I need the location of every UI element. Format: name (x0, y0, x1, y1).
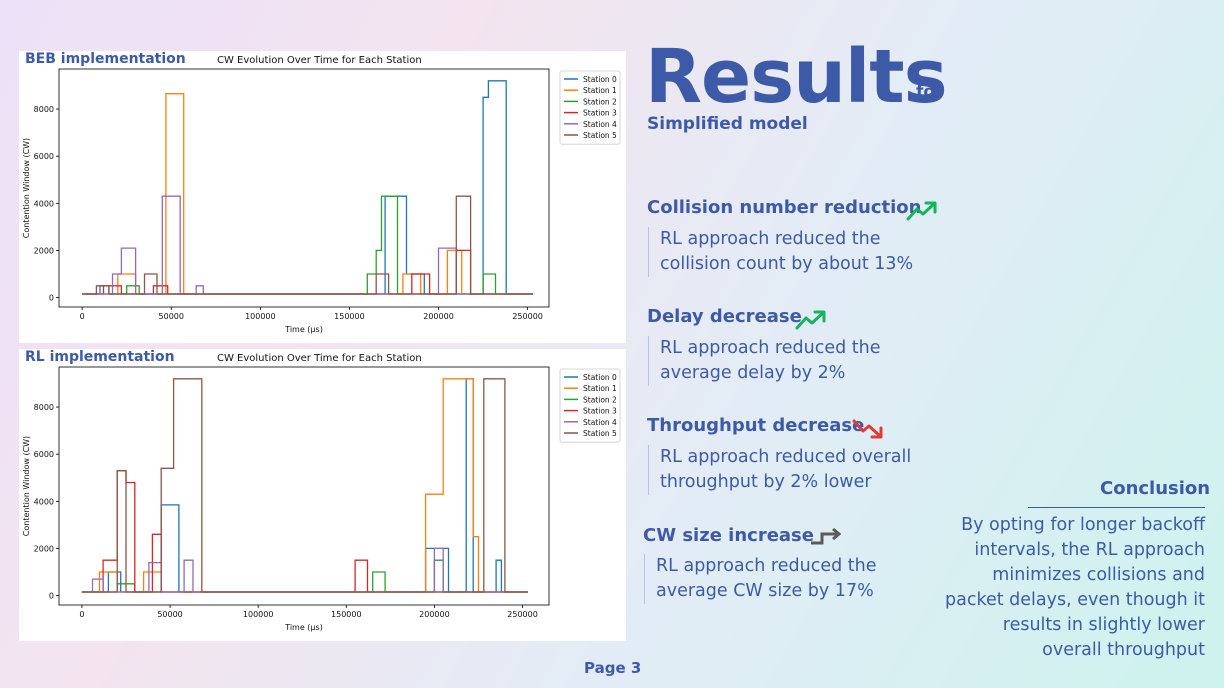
series-line-1 (81, 378, 528, 593)
x-tick-label: 50000 (157, 610, 182, 619)
plot-frame (58, 68, 550, 308)
x-tick-label: 200000 (423, 312, 454, 321)
y-tick-label: 6000 (34, 152, 54, 161)
panel-label-rl: RL implementation (25, 349, 175, 365)
page-title: Results (645, 34, 948, 120)
cw-evolution-chart-rl: 0 50000 100000 150000 200000 250000 0 2000 4000 6… (22, 366, 621, 632)
x-tick-label: 250000 (512, 312, 543, 321)
rl-chart-panel: RL implementation CW Evolution Over Time… (19, 349, 626, 641)
x-axis-label: Time (µs) (284, 325, 323, 334)
legend-entry: Station 5 (583, 131, 617, 140)
step-arrow-icon (811, 527, 842, 545)
conclusion-divider (1028, 507, 1205, 508)
section-body-throughput: RL approach reduced overall throughput b… (648, 445, 935, 495)
series-line-0 (81, 378, 528, 593)
x-tick-label: 150000 (334, 312, 365, 321)
series-line-1 (82, 93, 533, 295)
title-suffix: for (916, 82, 944, 102)
series-line-0 (82, 80, 533, 295)
section-body-collision: RL approach reduced the collision count … (648, 227, 920, 277)
x-tick-label: 0 (80, 312, 85, 321)
trend-down-icon (852, 419, 883, 439)
legend-entry: Station 2 (583, 97, 617, 106)
section-body-cw-size: RL approach reduced the average CW size … (644, 554, 906, 604)
cw-evolution-chart-beb: 0 50000 100000 150000 200000 250000 0 2000 4000 6… (22, 68, 621, 334)
x-axis-label: Time (µs) (284, 623, 323, 632)
y-tick-label: 4000 (34, 497, 54, 506)
trend-up-icon (906, 201, 937, 221)
section-heading-collision: Collision number reduction (647, 197, 922, 218)
page-subtitle: Simplified model (647, 114, 808, 134)
y-tick-label: 6000 (34, 450, 54, 459)
series-line-4 (82, 195, 533, 295)
series-line-5 (81, 378, 528, 593)
chart-title: CW Evolution Over Time for Each Station (217, 353, 422, 364)
y-axis-label: Contention Window (CW) (22, 138, 31, 238)
y-tick-label: 0 (49, 294, 54, 303)
trend-up-icon (795, 310, 826, 330)
x-tick-label: 200000 (419, 610, 450, 619)
series-line-4 (81, 547, 528, 593)
x-tick-label: 150000 (331, 610, 362, 619)
legend-entry: Station 3 (583, 109, 617, 118)
x-tick-label: 250000 (507, 610, 538, 619)
y-tick-label: 0 (49, 592, 54, 601)
legend-entry: Station 2 (583, 395, 617, 404)
x-tick-label: 100000 (243, 610, 274, 619)
section-heading-cw-size: CW size increase (643, 525, 814, 546)
legend-entry: Station 4 (583, 120, 617, 129)
section-heading-throughput: Throughput decrease (647, 415, 865, 436)
series-line-2 (81, 559, 528, 593)
plot-frame (58, 366, 550, 606)
legend-entry: Station 1 (583, 384, 617, 393)
x-tick-label: 50000 (159, 312, 184, 321)
y-tick-label: 4000 (34, 199, 54, 208)
legend-entry: Station 1 (583, 86, 617, 95)
legend-entry: Station 3 (583, 407, 617, 416)
section-body-delay: RL approach reduced the average delay by… (648, 336, 890, 386)
page-number: Page 3 (584, 659, 642, 677)
y-tick-label: 8000 (34, 105, 54, 114)
chart-title: CW Evolution Over Time for Each Station (217, 55, 422, 66)
y-tick-label: 2000 (34, 544, 54, 553)
y-axis-label: Contention Window (CW) (22, 436, 31, 536)
conclusion-text: By opting for longer backoff intervals, … (945, 515, 1205, 660)
series-line-5 (82, 195, 533, 295)
panel-label-beb: BEB implementation (25, 51, 186, 67)
legend-box (559, 368, 621, 443)
x-tick-label: 100000 (245, 312, 276, 321)
y-tick-label: 2000 (34, 246, 54, 255)
legend-entry: Station 4 (583, 418, 617, 427)
y-tick-label: 8000 (34, 403, 54, 412)
x-tick-label: 0 (79, 610, 84, 619)
section-heading-delay: Delay decrease (647, 306, 802, 327)
legend-box (559, 70, 621, 145)
series-line-3 (82, 249, 533, 295)
beb-chart-panel: BEB implementation CW Evolution Over Tim… (19, 51, 626, 343)
legend-entry: Station 0 (583, 373, 617, 382)
legend-entry: Station 5 (583, 429, 617, 438)
series-line-2 (82, 195, 533, 295)
conclusion-heading: Conclusion (1100, 478, 1211, 499)
legend-entry: Station 0 (583, 75, 617, 84)
